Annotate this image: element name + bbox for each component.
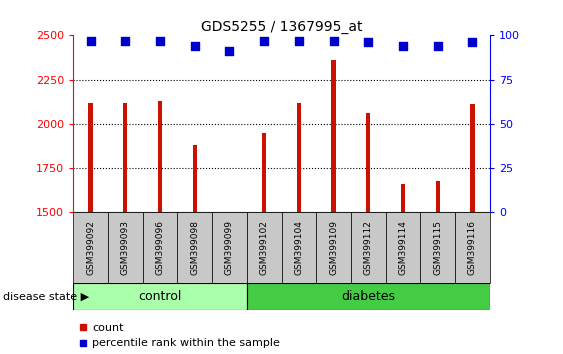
Text: diabetes: diabetes <box>341 290 395 303</box>
Bar <box>108 212 142 283</box>
Bar <box>73 212 108 283</box>
Bar <box>297 103 301 212</box>
Text: disease state ▶: disease state ▶ <box>3 291 89 302</box>
Point <box>260 38 269 44</box>
Text: control: control <box>138 290 182 303</box>
Bar <box>88 103 93 212</box>
Text: GSM399098: GSM399098 <box>190 220 199 275</box>
Text: GSM399114: GSM399114 <box>399 220 408 275</box>
Bar <box>401 184 405 212</box>
Text: GSM399099: GSM399099 <box>225 220 234 275</box>
Point <box>399 43 408 49</box>
Bar <box>282 212 316 283</box>
Bar <box>455 212 490 283</box>
Bar <box>123 103 127 212</box>
Text: GSM399092: GSM399092 <box>86 220 95 275</box>
Text: GSM399093: GSM399093 <box>121 220 129 275</box>
Point <box>190 43 199 49</box>
Bar <box>158 101 162 212</box>
Point <box>329 38 338 44</box>
Legend: count, percentile rank within the sample: count, percentile rank within the sample <box>79 323 280 348</box>
Point <box>434 43 443 49</box>
Point <box>155 38 164 44</box>
Bar <box>351 212 386 283</box>
Bar <box>247 212 282 283</box>
Bar <box>316 212 351 283</box>
Bar <box>193 145 197 212</box>
Point <box>294 38 303 44</box>
Bar <box>470 104 475 212</box>
Text: GSM399104: GSM399104 <box>294 220 303 275</box>
Title: GDS5255 / 1367995_at: GDS5255 / 1367995_at <box>201 21 362 34</box>
Text: GSM399115: GSM399115 <box>434 220 442 275</box>
Point <box>225 48 234 54</box>
Bar <box>177 212 212 283</box>
Bar <box>366 113 370 212</box>
Text: GSM399116: GSM399116 <box>468 220 477 275</box>
Point <box>120 38 129 44</box>
Bar <box>262 133 266 212</box>
Bar <box>73 283 247 310</box>
Point <box>468 40 477 45</box>
Bar <box>421 212 455 283</box>
Point <box>364 40 373 45</box>
Bar <box>247 283 490 310</box>
Point <box>86 38 95 44</box>
Bar <box>142 212 177 283</box>
Text: GSM399102: GSM399102 <box>260 220 269 275</box>
Bar <box>436 181 440 212</box>
Bar <box>386 212 421 283</box>
Text: GSM399112: GSM399112 <box>364 220 373 275</box>
Bar <box>332 60 336 212</box>
Bar <box>212 212 247 283</box>
Text: GSM399096: GSM399096 <box>155 220 164 275</box>
Text: GSM399109: GSM399109 <box>329 220 338 275</box>
